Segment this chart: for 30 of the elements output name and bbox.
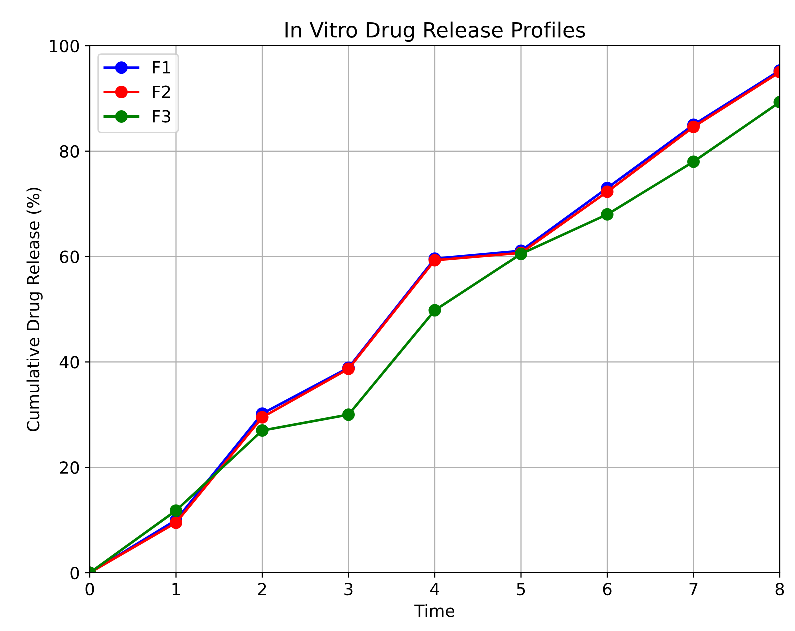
point [256, 424, 269, 437]
point [170, 516, 182, 530]
chart-title: In Vitro Drug Release Profiles [286, 22, 586, 42]
x-tick-label: 0 [86, 583, 94, 596]
x-tick-label: 7 [690, 583, 698, 596]
point [688, 156, 700, 168]
point [601, 186, 614, 198]
x-axis-title: Time [414, 604, 455, 618]
legend-label: F1 [153, 62, 170, 74]
y-tick-label: 20 [60, 462, 80, 474]
y-axis-title: Cumulative Drug Release (%) [26, 188, 43, 432]
x-tick-label: 5 [517, 583, 526, 596]
point [342, 408, 355, 422]
x-tick-label: 8 [776, 583, 784, 596]
y-tick-label: 60 [60, 250, 80, 264]
x-tick-label: 1 [172, 583, 180, 596]
x-tick-label: 2 [258, 583, 266, 596]
y-tick-label: 40 [60, 356, 80, 369]
x-tick-label: 3 [344, 583, 353, 596]
y-tick-label: 0 [70, 566, 80, 580]
x-tick-label: 6 [603, 583, 612, 596]
point [256, 411, 269, 424]
legend-label: F3 [153, 110, 171, 123]
y-tick-label: 100 [50, 40, 80, 53]
x-tick-label: 4 [430, 583, 440, 596]
point [601, 208, 614, 221]
point [428, 304, 442, 317]
y-tick-label: 80 [60, 145, 80, 158]
legend-label: F2 [153, 86, 170, 98]
point [170, 504, 182, 518]
